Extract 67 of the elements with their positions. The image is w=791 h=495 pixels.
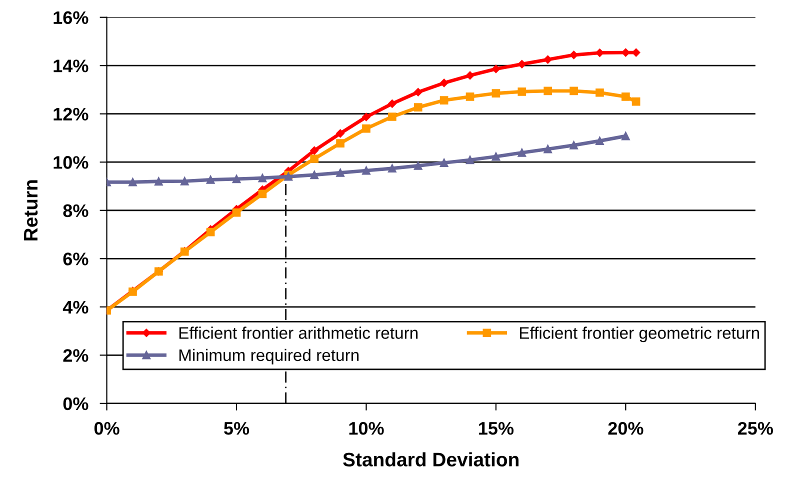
y-tick-label: 12% bbox=[54, 108, 88, 121]
y-axis-title: Return bbox=[24, 180, 38, 240]
point bbox=[206, 228, 215, 236]
x-tick-label: 25% bbox=[738, 422, 773, 435]
point bbox=[544, 86, 552, 96]
point bbox=[180, 177, 189, 186]
point bbox=[544, 144, 552, 154]
legend-label: Efficient frontier geometric return bbox=[520, 326, 759, 342]
point bbox=[388, 112, 396, 121]
point bbox=[154, 177, 163, 186]
legend-label: Efficient frontier arithmetic return bbox=[179, 326, 418, 339]
point bbox=[570, 86, 578, 96]
point bbox=[518, 148, 526, 157]
point bbox=[336, 168, 344, 177]
point bbox=[414, 88, 422, 96]
point bbox=[128, 178, 137, 186]
x-tick-label: 5% bbox=[224, 422, 250, 435]
x-tick-label: 10% bbox=[349, 422, 384, 435]
point bbox=[440, 158, 448, 168]
point bbox=[440, 78, 448, 88]
point bbox=[258, 174, 267, 182]
legend-label: Minimum required return bbox=[179, 348, 359, 364]
point bbox=[362, 112, 370, 122]
point bbox=[518, 87, 526, 96]
x-tick-label: 20% bbox=[608, 422, 644, 435]
point bbox=[622, 132, 630, 140]
y-tick-label: 4% bbox=[62, 300, 88, 314]
point bbox=[336, 139, 344, 148]
point bbox=[414, 162, 422, 170]
point bbox=[492, 89, 500, 98]
point bbox=[362, 166, 370, 175]
point bbox=[466, 156, 474, 164]
point bbox=[570, 141, 578, 150]
y-tick-label: 10% bbox=[54, 156, 88, 169]
point bbox=[570, 50, 578, 60]
point bbox=[310, 146, 318, 155]
point bbox=[596, 88, 604, 97]
x-tick-label: 15% bbox=[479, 422, 514, 435]
point bbox=[232, 174, 241, 184]
y-tick-label: 0% bbox=[63, 397, 88, 410]
point bbox=[596, 136, 604, 146]
y-tick-label: 14% bbox=[54, 60, 88, 72]
point bbox=[622, 92, 630, 101]
y-tick-label: 8% bbox=[63, 204, 88, 218]
y-tick-label: 6% bbox=[63, 252, 88, 266]
point bbox=[310, 170, 319, 180]
point bbox=[632, 97, 640, 106]
point bbox=[388, 100, 396, 108]
point bbox=[544, 55, 552, 64]
x-tick-label: 0% bbox=[94, 422, 120, 435]
point bbox=[206, 176, 215, 184]
point bbox=[492, 64, 500, 74]
x-axis-title: Standard Deviation bbox=[343, 452, 518, 466]
point bbox=[258, 190, 267, 198]
point bbox=[362, 124, 370, 133]
y-tick-label: 2% bbox=[63, 349, 88, 362]
point bbox=[492, 152, 500, 161]
point bbox=[388, 164, 396, 173]
point bbox=[518, 60, 526, 68]
point bbox=[232, 208, 241, 217]
point bbox=[466, 71, 474, 80]
point bbox=[310, 154, 319, 163]
y-tick-label: 16% bbox=[54, 11, 88, 24]
point bbox=[336, 129, 344, 138]
point bbox=[466, 92, 474, 101]
point bbox=[414, 103, 422, 112]
point bbox=[440, 96, 448, 105]
